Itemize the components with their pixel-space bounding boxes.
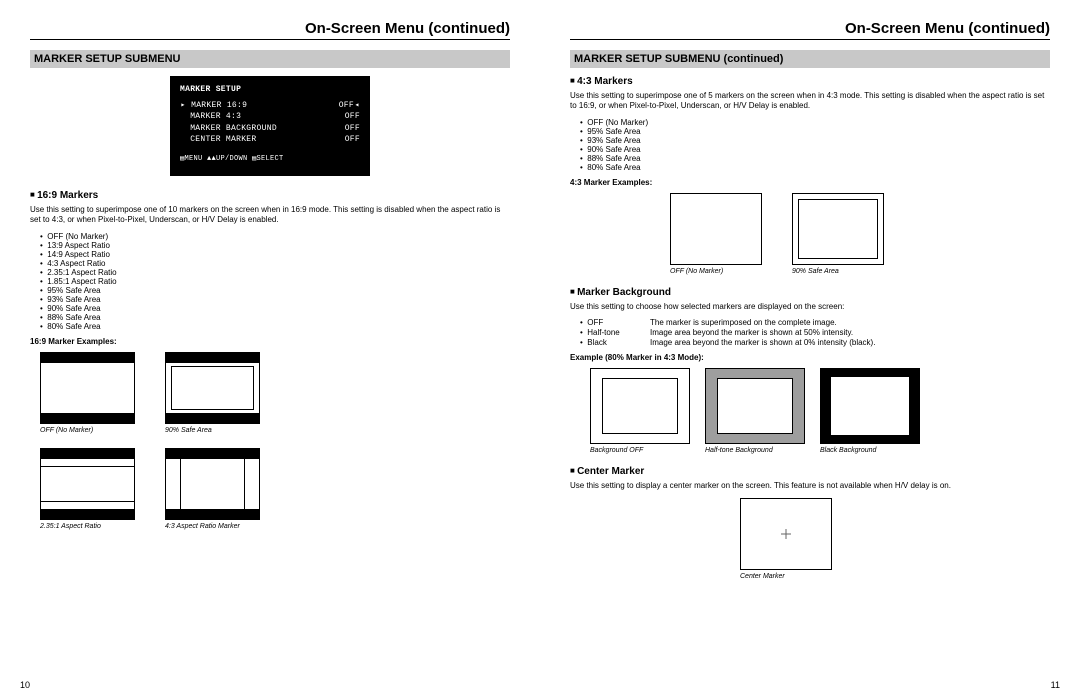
thumb-caption: Black Background: [820, 447, 876, 454]
thumb-bg-off: [590, 368, 690, 444]
subhead-mbg: Marker Background: [570, 287, 1050, 298]
bullets-169: OFF (No Marker) 13:9 Aspect Ratio 14:9 A…: [40, 232, 510, 331]
page-left: On-Screen Menu (continued) MARKER SETUP …: [0, 0, 540, 698]
list-item: 90% Safe Area: [40, 304, 510, 313]
thumb-col: 2.35:1 Aspect Ratio: [40, 448, 135, 530]
list-item: 80% Safe Area: [40, 322, 510, 331]
osd-screenshot: MARKER SETUP ▸ MARKER 16:9 OFF◂ MARKER 4…: [170, 76, 370, 176]
thumb-caption: Half-tone Background: [705, 447, 773, 454]
example-head-mbg: Example (80% Marker in 4:3 Mode):: [570, 353, 1050, 362]
def-row: BlackImage area beyond the marker is sho…: [580, 338, 1050, 347]
crosshair-icon: [781, 529, 791, 539]
thumb-col: 4:3 Aspect Ratio Marker: [165, 448, 260, 530]
examples-head-169: 16:9 Marker Examples:: [30, 337, 510, 346]
def-row: OFFThe marker is superimposed on the com…: [580, 318, 1050, 327]
page-title: On-Screen Menu (continued): [570, 20, 1050, 40]
thumb-col: Center Marker: [740, 498, 1050, 580]
body-mbg: Use this setting to choose how selected …: [570, 302, 1050, 312]
thumb-col: 90% Safe Area: [165, 352, 260, 434]
thumb-bg-halftone: [705, 368, 805, 444]
thumb-caption: 4:3 Aspect Ratio Marker: [165, 523, 240, 530]
thumb-row: OFF (No Marker) 90% Safe Area: [670, 193, 1050, 275]
thumb-caption: Background OFF: [590, 447, 643, 454]
list-item: 95% Safe Area: [580, 127, 1050, 136]
thumb-caption: 90% Safe Area: [165, 427, 212, 434]
subhead-cm: Center Marker: [570, 466, 1050, 477]
bullets-43: OFF (No Marker) 95% Safe Area 93% Safe A…: [580, 118, 1050, 172]
thumb-caption: 90% Safe Area: [792, 268, 839, 275]
body-169: Use this setting to superimpose one of 1…: [30, 205, 510, 226]
osd-row: ▸ MARKER 16:9 OFF◂: [180, 100, 360, 111]
list-item: 88% Safe Area: [580, 154, 1050, 163]
thumb-caption: OFF (No Marker): [670, 268, 723, 275]
thumb-col: Black Background: [820, 368, 920, 454]
section-bar: MARKER SETUP SUBMENU: [30, 50, 510, 68]
subhead-169: 16:9 Markers: [30, 190, 510, 201]
page-right: On-Screen Menu (continued) MARKER SETUP …: [540, 0, 1080, 698]
list-item: 93% Safe Area: [40, 295, 510, 304]
thumb-row: 2.35:1 Aspect Ratio 4:3 Aspect Ratio Mar…: [40, 448, 510, 530]
list-item: 4:3 Aspect Ratio: [40, 259, 510, 268]
subhead-43: 4:3 Markers: [570, 76, 1050, 87]
osd-row: MARKER 4:3 OFF: [180, 111, 360, 122]
list-item: OFF (No Marker): [580, 118, 1050, 127]
thumb-90safe: [165, 352, 260, 424]
thumb-col: 90% Safe Area: [792, 193, 884, 275]
thumb-row: OFF (No Marker) 90% Safe Area: [40, 352, 510, 434]
list-item: 88% Safe Area: [40, 313, 510, 322]
list-item: 80% Safe Area: [580, 163, 1050, 172]
def-row: Half-toneImage area beyond the marker is…: [580, 328, 1050, 337]
page-number: 10: [20, 680, 30, 690]
thumb-off-nomarker: [40, 352, 135, 424]
def-list: OFFThe marker is superimposed on the com…: [570, 318, 1050, 347]
thumb-caption: 2.35:1 Aspect Ratio: [40, 523, 101, 530]
osd-row: CENTER MARKER OFF: [180, 134, 360, 145]
bg-thumb-row: Background OFF Half-tone Background Blac…: [590, 368, 1050, 454]
list-item: OFF (No Marker): [40, 232, 510, 241]
list-item: 93% Safe Area: [580, 136, 1050, 145]
osd-title: MARKER SETUP: [180, 84, 360, 95]
osd-footer: ▤MENU ▲▲UP/DOWN ▤SELECT: [180, 155, 360, 165]
examples-head-43: 4:3 Marker Examples:: [570, 178, 1050, 187]
thumb-col: Half-tone Background: [705, 368, 805, 454]
thumb-43-90safe: [792, 193, 884, 265]
osd-row: MARKER BACKGROUND OFF: [180, 123, 360, 134]
list-item: 2.35:1 Aspect Ratio: [40, 268, 510, 277]
thumb-center-marker: [740, 498, 832, 570]
section-bar: MARKER SETUP SUBMENU (continued): [570, 50, 1050, 68]
thumb-col: OFF (No Marker): [40, 352, 135, 434]
list-item: 1.85:1 Aspect Ratio: [40, 277, 510, 286]
thumb-235: [40, 448, 135, 520]
thumb-col: OFF (No Marker): [670, 193, 762, 275]
thumb-caption: Center Marker: [740, 573, 1050, 580]
page-spread: On-Screen Menu (continued) MARKER SETUP …: [0, 0, 1080, 698]
body-43: Use this setting to superimpose one of 5…: [570, 91, 1050, 112]
list-item: 95% Safe Area: [40, 286, 510, 295]
thumb-43marker: [165, 448, 260, 520]
list-item: 14:9 Aspect Ratio: [40, 250, 510, 259]
page-number: 11: [1051, 680, 1060, 690]
list-item: 90% Safe Area: [580, 145, 1050, 154]
thumb-caption: OFF (No Marker): [40, 427, 93, 434]
page-title: On-Screen Menu (continued): [30, 20, 510, 40]
thumb-43-off: [670, 193, 762, 265]
thumb-bg-black: [820, 368, 920, 444]
thumb-col: Background OFF: [590, 368, 690, 454]
body-cm: Use this setting to display a center mar…: [570, 481, 1050, 491]
list-item: 13:9 Aspect Ratio: [40, 241, 510, 250]
